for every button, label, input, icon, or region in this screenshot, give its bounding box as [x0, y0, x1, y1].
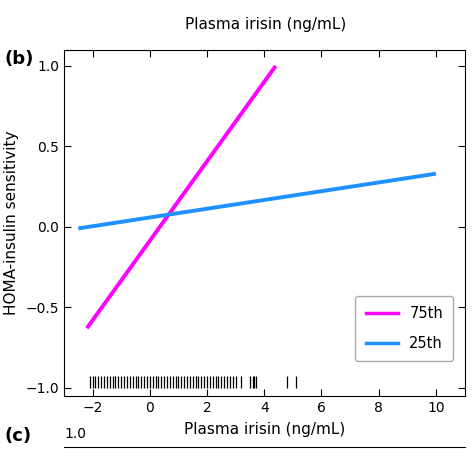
- X-axis label: Plasma irisin (ng/mL): Plasma irisin (ng/mL): [183, 421, 345, 437]
- Y-axis label: HOMA-insulin sensitivity: HOMA-insulin sensitivity: [4, 130, 18, 315]
- Text: (c): (c): [5, 427, 32, 445]
- Text: 1.0: 1.0: [64, 427, 86, 441]
- Text: Plasma irisin (ng/mL): Plasma irisin (ng/mL): [185, 17, 346, 32]
- Legend: 75th, 25th: 75th, 25th: [356, 296, 453, 361]
- Text: (b): (b): [5, 50, 34, 68]
